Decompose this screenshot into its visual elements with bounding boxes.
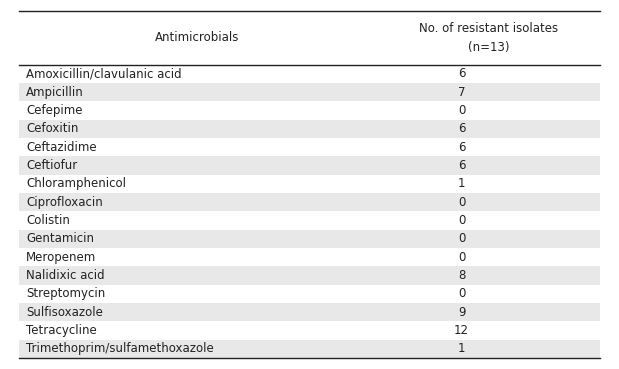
Bar (19, 248, 600, 266)
Text: Amoxicillin/clavulanic acid: Amoxicillin/clavulanic acid (26, 68, 181, 80)
Text: Chloramphenicol: Chloramphenicol (26, 177, 126, 190)
Text: 6: 6 (458, 141, 465, 154)
Text: 12: 12 (454, 324, 469, 337)
Text: Ceftiofur: Ceftiofur (26, 159, 77, 172)
Text: 7: 7 (458, 86, 465, 99)
Bar (19, 321, 600, 339)
Text: Gentamicin: Gentamicin (26, 232, 94, 245)
Text: Ampicillin: Ampicillin (26, 86, 84, 99)
Text: Ceftazidime: Ceftazidime (26, 141, 97, 154)
Text: 9: 9 (458, 306, 465, 319)
Bar (19, 303, 600, 321)
Text: 1: 1 (458, 342, 465, 355)
Text: Sulfisoxazole: Sulfisoxazole (26, 306, 103, 319)
Bar (19, 138, 600, 156)
Bar (19, 156, 600, 175)
Text: 0: 0 (458, 287, 465, 300)
Text: Antimicrobials: Antimicrobials (155, 31, 240, 44)
Text: (n=13): (n=13) (468, 41, 509, 54)
Text: 8: 8 (458, 269, 465, 282)
Text: 6: 6 (458, 68, 465, 80)
Text: 0: 0 (458, 251, 465, 264)
Bar (19, 65, 600, 83)
Text: 6: 6 (458, 159, 465, 172)
Text: Nalidixic acid: Nalidixic acid (26, 269, 105, 282)
Text: Tetracycline: Tetracycline (26, 324, 97, 337)
Bar (19, 193, 600, 211)
Text: Cefepime: Cefepime (26, 104, 82, 117)
Bar (19, 266, 600, 284)
Bar (19, 230, 600, 248)
Bar (19, 120, 600, 138)
Text: Trimethoprim/sulfamethoxazole: Trimethoprim/sulfamethoxazole (26, 342, 214, 355)
Bar (19, 339, 600, 358)
Text: Colistin: Colistin (26, 214, 70, 227)
Bar (19, 211, 600, 230)
Text: 0: 0 (458, 232, 465, 245)
Text: 0: 0 (458, 104, 465, 117)
Text: Meropenem: Meropenem (26, 251, 96, 264)
Bar (19, 83, 600, 101)
Text: Ciprofloxacin: Ciprofloxacin (26, 196, 103, 209)
Text: Streptomycin: Streptomycin (26, 287, 105, 300)
Bar (19, 284, 600, 303)
Text: Cefoxitin: Cefoxitin (26, 123, 79, 135)
Bar (19, 101, 600, 120)
Text: 6: 6 (458, 123, 465, 135)
Text: 0: 0 (458, 214, 465, 227)
Bar (19, 11, 600, 65)
Text: No. of resistant isolates: No. of resistant isolates (419, 22, 558, 35)
Text: 1: 1 (458, 177, 465, 190)
Text: 0: 0 (458, 196, 465, 209)
Bar (19, 175, 600, 193)
